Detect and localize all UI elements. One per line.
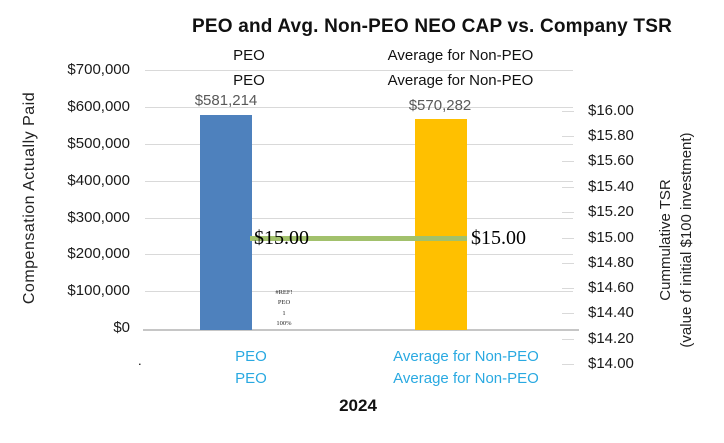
right-axis-tick: $14.20 (588, 330, 634, 347)
category-label-peo-2: PEO (235, 370, 267, 387)
right-axis-tick-mark (562, 238, 574, 239)
gridline (145, 107, 573, 108)
right-axis-tick: $16.00 (588, 102, 634, 119)
non-peo-series-label-1: Average for Non-PEO (387, 47, 534, 64)
right-axis-tick-mark (562, 313, 574, 314)
peo-cap-bar (200, 115, 252, 330)
right-axis-tick-mark (562, 288, 574, 289)
right-axis-tick-mark (562, 136, 574, 137)
left-axis-tick: $500,000 (67, 135, 130, 152)
right-axis-tick-mark (562, 263, 574, 264)
gridline (145, 70, 573, 71)
peo-series-label-1: PEO (233, 47, 265, 64)
tsr-line (250, 236, 467, 241)
non-peo-cap-bar (415, 119, 467, 330)
gridline (145, 291, 573, 292)
left-axis-tick: $100,000 (67, 282, 130, 299)
category-label-non-peo-1: Average for Non-PEO (393, 348, 539, 365)
category-label-peo-1: PEO (235, 348, 267, 365)
non-peo-bar-value-label: $570,282 (408, 97, 472, 114)
peo-bar-value-label: $581,214 (194, 92, 258, 109)
right-axis-tick: $14.60 (588, 279, 634, 296)
right-axis-tick: $15.20 (588, 203, 634, 220)
chart-title: PEO and Avg. Non-PEO NEO CAP vs. Company… (191, 16, 672, 37)
category-label-non-peo-2: Average for Non-PEO (393, 370, 539, 387)
right-axis-tick-mark (562, 364, 574, 365)
right-axis-tick-mark (562, 339, 574, 340)
ref-error-line4: 100% (276, 320, 292, 328)
x-axis-year-label: 2024 (339, 396, 377, 415)
right-axis-tick: $14.40 (588, 304, 634, 321)
gridline (145, 218, 573, 219)
right-axis-title-line1: Cummulative TSR (657, 179, 674, 301)
right-axis-tick-mark (562, 212, 574, 213)
right-axis-tick: $15.00 (588, 229, 634, 246)
x-axis-line (143, 329, 579, 331)
left-axis-tick: $200,000 (67, 245, 130, 262)
left-axis-title: Compensation Actually Paid (21, 91, 38, 305)
right-axis-tick: $14.00 (588, 355, 634, 372)
right-axis-title-line2: (value of initial $100 investment) (678, 132, 695, 348)
right-axis-tick: $14.80 (588, 254, 634, 271)
gridline (145, 144, 573, 145)
tsr-value-label-right: $15.00 (471, 227, 526, 249)
gridline (145, 181, 573, 182)
non-peo-series-label-2: Average for Non-PEO (387, 72, 534, 89)
peo-series-label-2: PEO (233, 72, 265, 89)
right-axis-tick-mark (562, 111, 574, 112)
ref-error-line2: PEO (277, 299, 291, 307)
ref-error-line1: #REF! (275, 289, 293, 296)
ref-error-line3: 1 (282, 309, 286, 317)
right-axis-title: Cummulative TSR (value of initial $100 i… (655, 132, 697, 347)
ref-error-block: #REF! PEO 1 100% (262, 288, 306, 330)
right-axis-tick: $15.40 (588, 178, 634, 195)
left-axis-tick: $300,000 (67, 209, 130, 226)
left-axis-tick: $400,000 (67, 172, 130, 189)
gridline (145, 254, 573, 255)
right-axis-tick: $15.60 (588, 152, 634, 169)
tsr-value-label-left: $15.00 (254, 227, 309, 249)
right-axis-tick-mark (562, 187, 574, 188)
left-axis-tick: $0 (113, 319, 130, 336)
right-axis-tick-mark (562, 161, 574, 162)
left-axis-tick: $700,000 (67, 61, 130, 78)
stray-dot-label: . (138, 353, 142, 368)
right-axis-tick: $15.80 (588, 127, 634, 144)
left-axis-tick: $600,000 (67, 98, 130, 115)
